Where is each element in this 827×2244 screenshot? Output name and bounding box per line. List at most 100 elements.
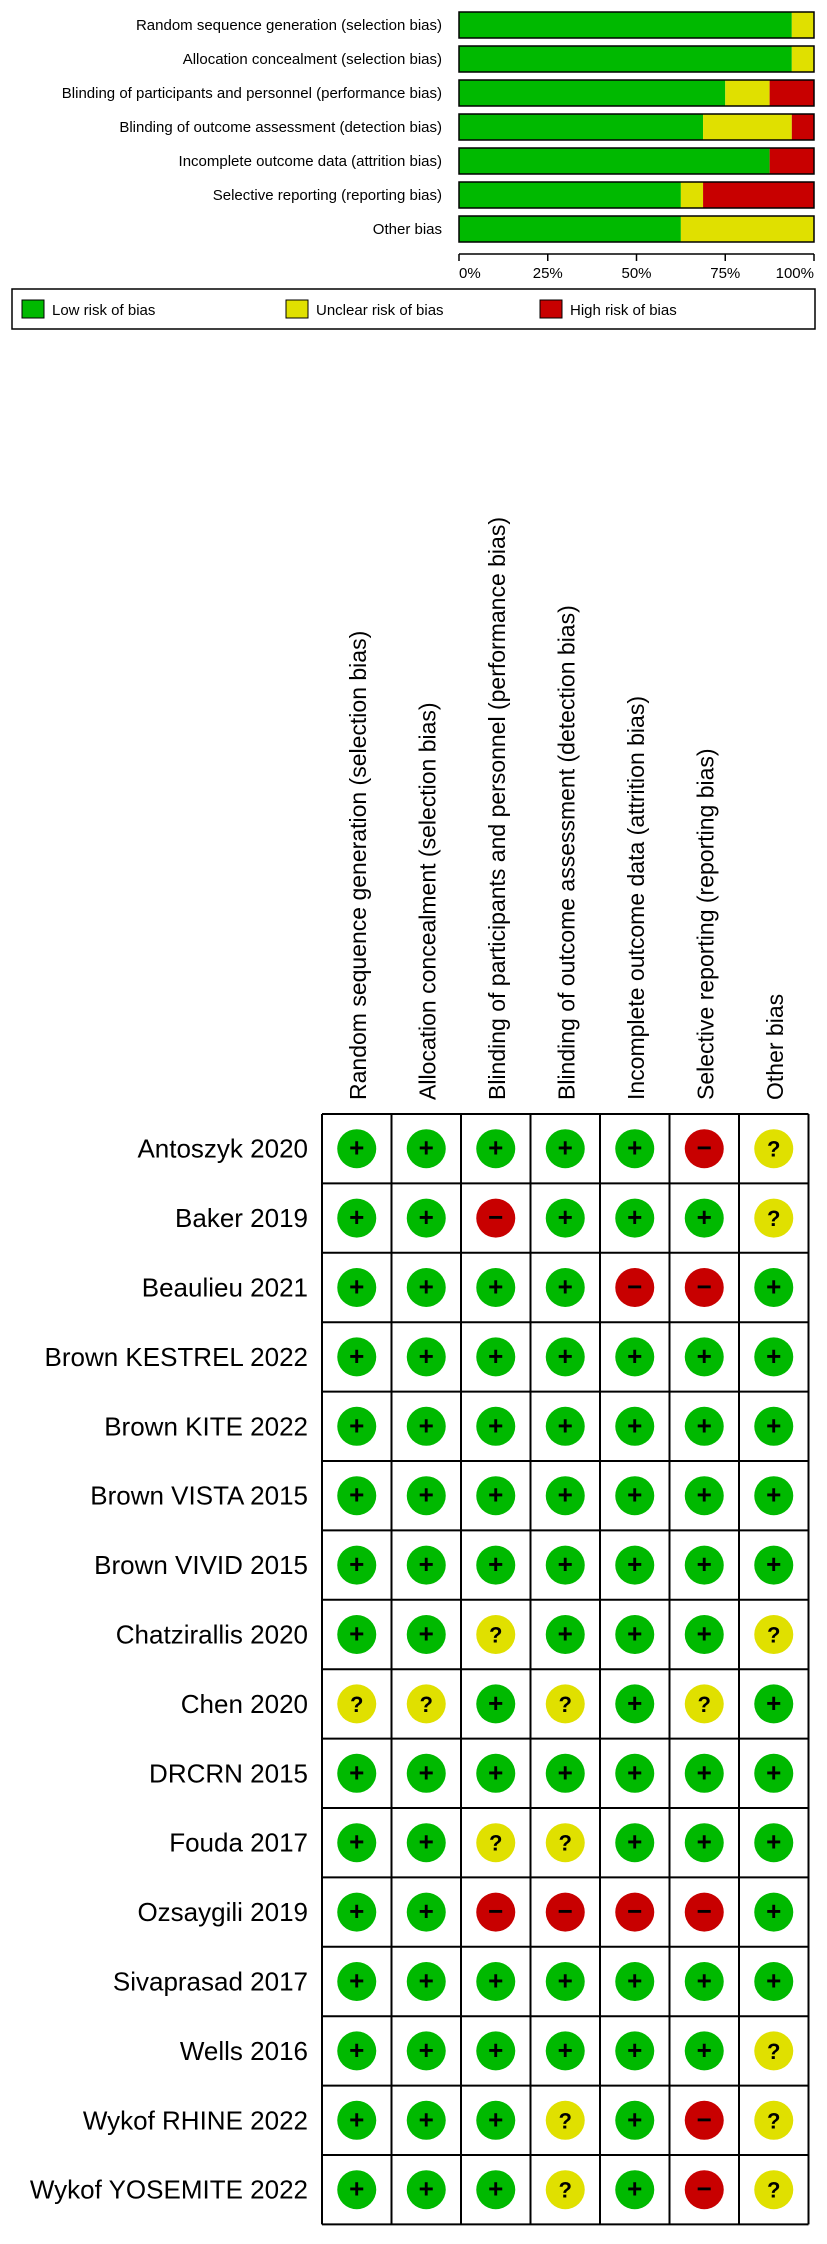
judgement-circle-unclear	[545, 1684, 585, 1724]
judgement-symbol-low: +	[488, 1341, 503, 1371]
judgement-symbol-low: +	[558, 1757, 573, 1787]
study-label: Brown VIVID 2015	[94, 1550, 308, 1580]
judgement-circle-low	[337, 1337, 377, 1377]
judgement-symbol-high: −	[627, 1272, 642, 1302]
judgement-circle-high	[684, 2170, 724, 2210]
judgement-circle-low	[615, 2170, 655, 2210]
judgement-circle-low	[337, 1476, 377, 1516]
judgement-circle-low	[406, 1198, 446, 1238]
judgement-circle-high	[684, 1268, 724, 1307]
judgement-symbol-low: +	[488, 2104, 503, 2134]
legend-swatch	[539, 299, 563, 319]
bar-segment-low	[459, 182, 681, 208]
study-label: Chatzirallis 2020	[116, 1620, 308, 1650]
judgement-circle-low	[406, 2170, 446, 2210]
judgement-symbol-low: +	[349, 1549, 364, 1579]
judgement-symbol-low: +	[766, 1688, 781, 1718]
judgement-symbol-low: +	[627, 1549, 642, 1579]
judgement-circle-low	[754, 1684, 794, 1724]
judgement-symbol-unclear: ?	[767, 1206, 780, 1231]
column-header: Allocation concealment (selection bias)	[414, 702, 440, 1100]
bar-segment-unclear	[725, 80, 770, 106]
bar-segment-unclear	[680, 182, 704, 208]
bar-outline	[458, 45, 815, 73]
judgement-circle-low	[337, 2031, 377, 2071]
judgement-circle-low	[337, 1129, 377, 1169]
study-label: Wykof RHINE 2022	[83, 2105, 308, 2135]
judgement-circle-low	[754, 1476, 794, 1516]
judgement-symbol-high: −	[697, 2104, 712, 2134]
bar-segment-unclear	[703, 114, 792, 140]
judgement-symbol-low: +	[558, 1410, 573, 1440]
judgement-symbol-unclear: ?	[767, 2039, 780, 2064]
judgement-circle-low	[545, 1198, 585, 1238]
judgement-symbol-low: +	[766, 1480, 781, 1510]
judgement-circle-low	[615, 2100, 655, 2140]
study-label: Ozsaygili 2019	[137, 1897, 308, 1927]
judgement-symbol-low: +	[697, 1619, 712, 1649]
bar-segment-high	[769, 148, 814, 174]
judgement-symbol-low: +	[419, 1202, 434, 1232]
judgement-symbol-high: −	[697, 1133, 712, 1163]
judgement-symbol-low: +	[419, 1966, 434, 1996]
judgement-circle-low	[615, 1198, 655, 1238]
study-label: Beaulieu 2021	[142, 1273, 308, 1303]
judgement-symbol-low: +	[419, 1410, 434, 1440]
judgement-symbol-low: +	[349, 1272, 364, 1302]
judgement-symbol-low: +	[419, 2104, 434, 2134]
judgement-circle-low	[406, 1406, 446, 1446]
judgement-circle-low	[337, 1753, 377, 1793]
study-label: Sivaprasad 2017	[113, 1967, 308, 1997]
judgement-symbol-high: −	[558, 1896, 573, 1926]
judgement-circle-low	[476, 1545, 516, 1585]
legend-swatch	[21, 299, 45, 319]
judgement-circle-low	[476, 2170, 516, 2210]
judgement-symbol-low: +	[627, 1410, 642, 1440]
legend-label: High risk of bias	[570, 302, 677, 319]
judgement-symbol-high: −	[627, 1896, 642, 1926]
judgement-symbol-low: +	[488, 1272, 503, 1302]
judgement-symbol-high: −	[697, 1272, 712, 1302]
risk-of-bias-summary-chart: Random sequence generation (selection bi…	[11, 11, 816, 330]
bar-segment-low	[459, 46, 792, 72]
judgement-symbol-low: +	[419, 1827, 434, 1857]
judgement-symbol-unclear: ?	[559, 1692, 572, 1717]
judgement-symbol-unclear: ?	[350, 1692, 363, 1717]
judgement-circle-low	[476, 1406, 516, 1446]
judgement-symbol-low: +	[349, 1133, 364, 1163]
judgement-circle-low	[337, 1615, 377, 1654]
judgement-symbol-low: +	[558, 1966, 573, 1996]
judgement-circle-low	[754, 1753, 794, 1793]
study-label: Brown KITE 2022	[104, 1411, 308, 1441]
judgement-circle-unclear	[545, 2170, 585, 2210]
judgement-circle-low	[615, 1545, 655, 1585]
judgement-symbol-low: +	[627, 2035, 642, 2065]
judgement-circle-low	[337, 1962, 377, 2001]
judgement-symbol-low: +	[349, 1966, 364, 1996]
judgement-symbol-low: +	[488, 1133, 503, 1163]
judgement-circle-low	[545, 1615, 585, 1654]
judgement-symbol-low: +	[488, 1410, 503, 1440]
judgement-circle-unclear	[754, 1615, 794, 1654]
judgement-symbol-high: −	[697, 2174, 712, 2204]
judgement-circle-low	[545, 1406, 585, 1446]
judgement-symbol-low: +	[627, 1202, 642, 1232]
column-header: Random sequence generation (selection bi…	[345, 631, 371, 1100]
judgement-circle-low	[476, 1476, 516, 1516]
judgement-circle-low	[754, 1337, 794, 1377]
judgement-circle-low	[545, 2031, 585, 2071]
judgement-symbol-low: +	[488, 1688, 503, 1718]
judgement-symbol-low: +	[419, 1133, 434, 1163]
study-label: Wells 2016	[180, 2036, 308, 2066]
judgement-symbol-unclear: ?	[559, 2108, 572, 2133]
bar-segment-low	[459, 12, 792, 38]
bar-segment-low	[459, 80, 726, 106]
judgement-circle-low	[476, 1268, 516, 1307]
column-header: Selective reporting (reporting bias)	[692, 748, 718, 1100]
judgement-circle-low	[545, 1753, 585, 1793]
judgement-circle-low	[615, 1129, 655, 1169]
bar-outline	[458, 113, 815, 141]
bar-segment-unclear	[791, 12, 814, 38]
judgement-circle-low	[545, 1337, 585, 1377]
